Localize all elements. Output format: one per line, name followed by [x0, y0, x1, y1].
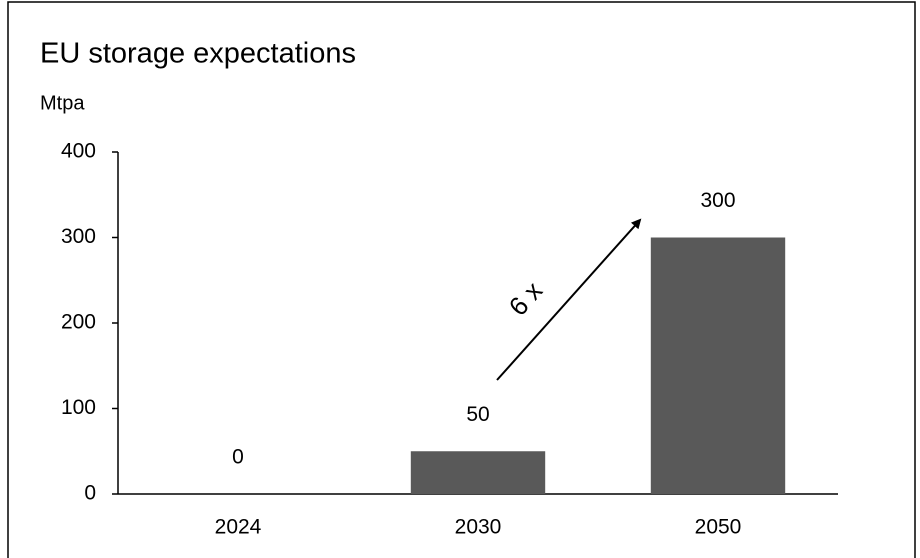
data-label: 0	[232, 446, 244, 469]
bar	[650, 237, 786, 494]
y-tick-label: 0	[84, 482, 96, 505]
data-label: 300	[700, 189, 735, 212]
chart-frame	[7, 1, 916, 558]
y-tick-label: 200	[61, 311, 96, 334]
y-tick-label: 300	[61, 225, 96, 248]
data-label: 50	[466, 403, 489, 426]
bar	[410, 451, 546, 494]
x-tick-label: 2024	[215, 516, 262, 539]
x-tick-label: 2030	[455, 516, 502, 539]
growth-arrow	[496, 218, 642, 381]
annotation: 6 x	[503, 276, 549, 322]
x-tick-label: 2050	[695, 516, 742, 539]
y-axis-label: Mtpa	[40, 92, 85, 114]
y-tick-label: 400	[61, 140, 96, 163]
y-tick-label: 100	[61, 396, 96, 419]
chart-title: EU storage expectations	[40, 38, 356, 70]
